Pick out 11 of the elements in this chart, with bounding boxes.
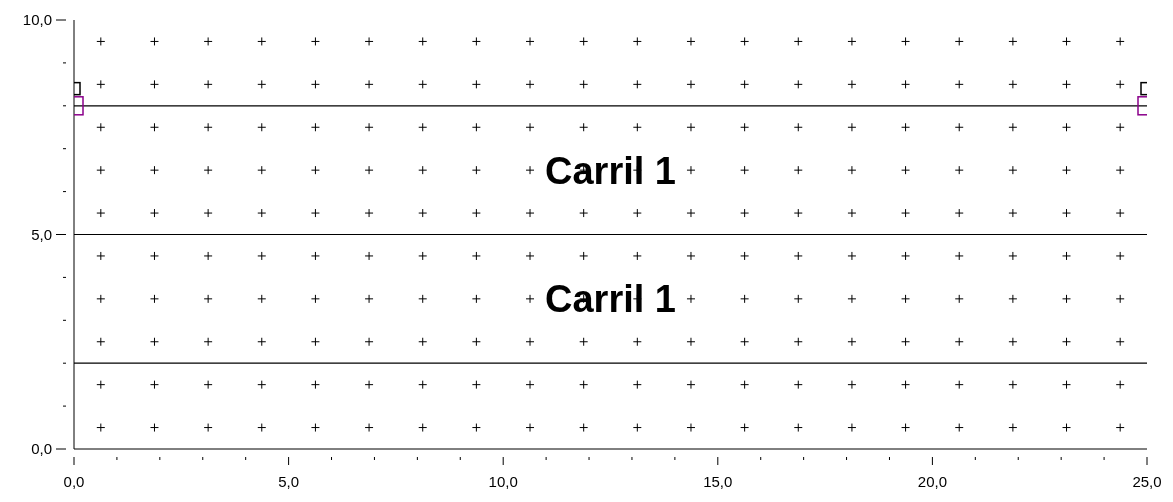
y-tick-label: 0,0: [31, 440, 52, 457]
x-tick-label: 20,0: [917, 473, 947, 490]
x-tick-label: 5,0: [278, 473, 300, 490]
x-tick-label: 0,0: [63, 473, 85, 490]
x-tick-label: 15,0: [703, 473, 733, 490]
x-tick-label: 25,0: [1132, 473, 1162, 490]
annotation: Carril 1: [545, 149, 676, 192]
annotation: Carril 1: [545, 278, 676, 321]
x-tick-label: 10,0: [488, 473, 518, 490]
y-tick-label: 5,0: [31, 225, 52, 243]
y-tick-label: 10,0: [22, 11, 52, 28]
